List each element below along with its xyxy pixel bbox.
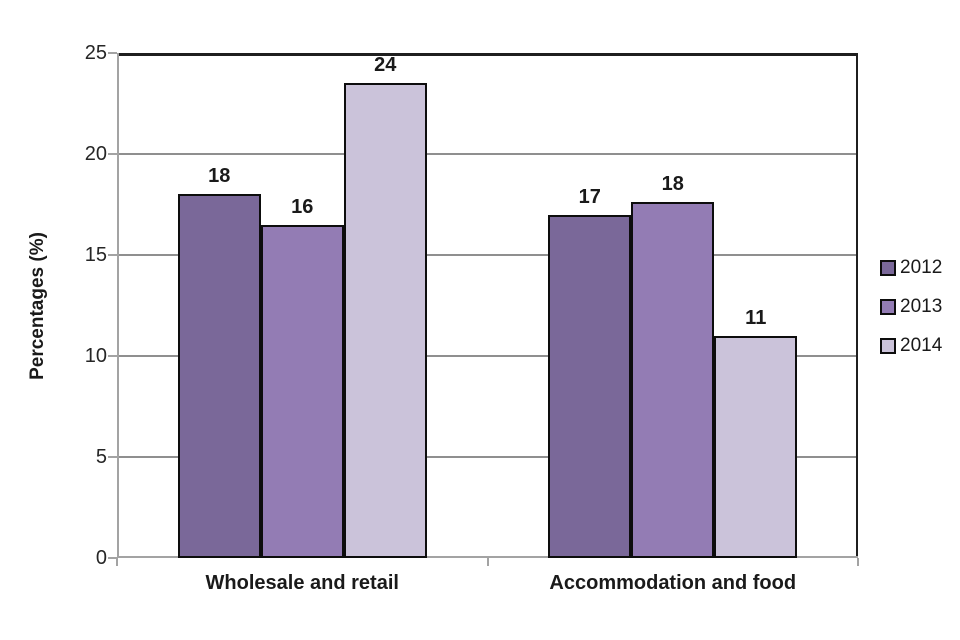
bar-value-label: 17 [578, 185, 601, 208]
y-tick-label-20: 20 [84, 143, 107, 165]
bar-value-label: 16 [291, 195, 314, 218]
gridline-15 [117, 254, 858, 256]
y-tick-mark-25 [108, 52, 117, 54]
bar-2013-group1 [260, 224, 344, 558]
x-tick-mark-1 [486, 558, 489, 566]
legend-swatch-2014 [880, 338, 896, 354]
y-tick-label-0: 0 [95, 547, 107, 569]
category-label-1: Wholesale and retail [205, 572, 399, 594]
bar-2014-group1 [343, 83, 427, 558]
y-tick-mark-5 [108, 456, 117, 458]
y-tick-label-5: 5 [95, 446, 107, 468]
legend-label-2013: 2013 [900, 296, 943, 317]
bar-value-label: 18 [661, 173, 684, 196]
bar-value-label: 24 [374, 54, 397, 77]
category-label-2: Accommodation and food [549, 572, 797, 594]
y-tick-mark-0 [108, 557, 117, 559]
y-tick-mark-15 [108, 254, 117, 256]
legend-label-2014: 2014 [900, 335, 943, 356]
legend-item-2014: 2014 [880, 335, 942, 357]
gridline-20 [117, 153, 858, 155]
x-tick-mark-0 [116, 558, 118, 566]
y-axis-title: Percentages (%) [27, 232, 48, 380]
bar-value-label: 11 [745, 306, 767, 329]
plot-border-right [856, 53, 858, 558]
bar-2012-group1 [177, 194, 261, 558]
y-axis-line [117, 53, 119, 558]
x-axis-line [117, 556, 858, 558]
legend-item-2013: 2013 [880, 296, 942, 318]
y-tick-label-10: 10 [84, 345, 107, 367]
y-tick-label-15: 15 [84, 244, 107, 266]
y-tick-mark-10 [108, 355, 117, 357]
plot-border-top [117, 53, 858, 56]
gridline-5 [117, 456, 858, 458]
legend-swatch-2013 [880, 299, 896, 315]
y-tick-mark-20 [108, 153, 117, 155]
bar-2012-group2 [548, 214, 632, 558]
bar-2013-group2 [631, 202, 715, 558]
legend-label-2012: 2012 [900, 257, 943, 278]
legend-swatch-2012 [880, 260, 896, 276]
x-tick-mark-2 [857, 558, 859, 566]
legend-item-2012: 2012 [880, 257, 942, 279]
plot-area: 18 16 24 17 18 11 [117, 53, 858, 558]
bar-value-label: 18 [208, 165, 231, 188]
bar-2014-group2 [714, 335, 798, 558]
y-tick-label-25: 25 [84, 42, 107, 64]
gridline-10 [117, 355, 858, 357]
legend: 2012 2013 2014 [880, 257, 942, 357]
